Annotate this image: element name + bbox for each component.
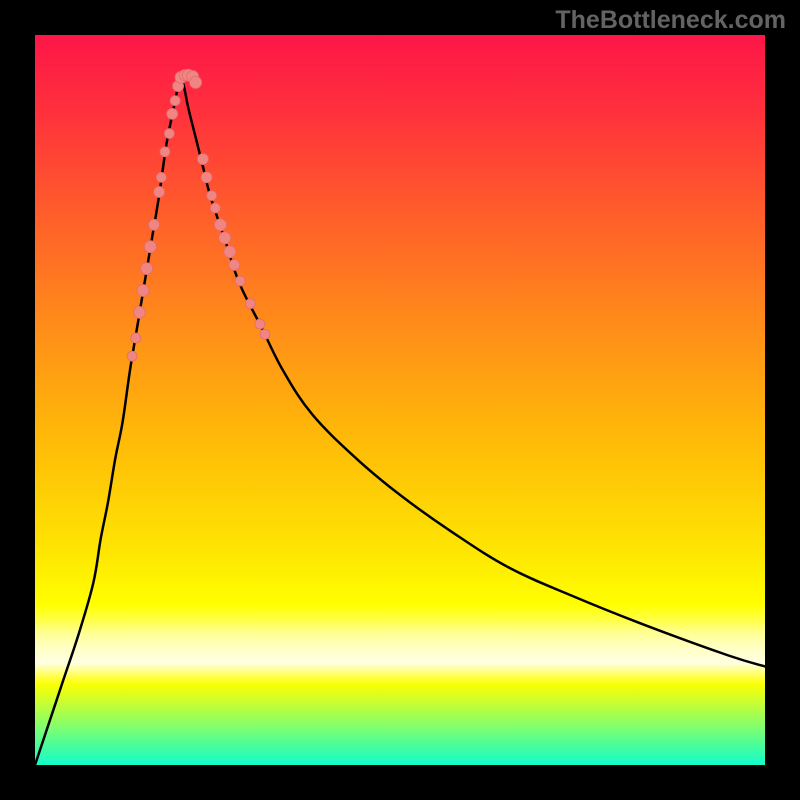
data-marker	[131, 333, 141, 343]
data-marker	[127, 351, 137, 361]
data-marker	[190, 76, 202, 88]
data-marker	[164, 129, 174, 139]
gradient-background	[35, 35, 765, 765]
data-marker	[156, 172, 166, 182]
plot-area	[35, 35, 765, 765]
data-marker	[154, 186, 165, 197]
data-marker	[137, 285, 149, 297]
data-marker	[201, 172, 212, 183]
data-marker	[235, 276, 245, 286]
data-marker	[260, 329, 270, 339]
chart-frame: TheBottleneck.com	[0, 0, 800, 800]
bottleneck-curve-chart	[35, 35, 765, 765]
data-marker	[160, 147, 170, 157]
data-marker	[219, 232, 231, 244]
data-marker	[207, 191, 217, 201]
data-marker	[214, 219, 226, 231]
data-marker	[245, 299, 255, 309]
data-marker	[133, 306, 145, 318]
watermark-text: TheBottleneck.com	[555, 6, 786, 35]
data-marker	[167, 108, 178, 119]
data-marker	[229, 259, 240, 270]
data-marker	[141, 263, 153, 275]
data-marker	[255, 319, 265, 329]
data-marker	[224, 246, 236, 258]
data-marker	[144, 241, 156, 253]
data-marker	[148, 219, 159, 230]
data-marker	[197, 154, 208, 165]
data-marker	[210, 203, 220, 213]
data-marker	[170, 96, 180, 106]
